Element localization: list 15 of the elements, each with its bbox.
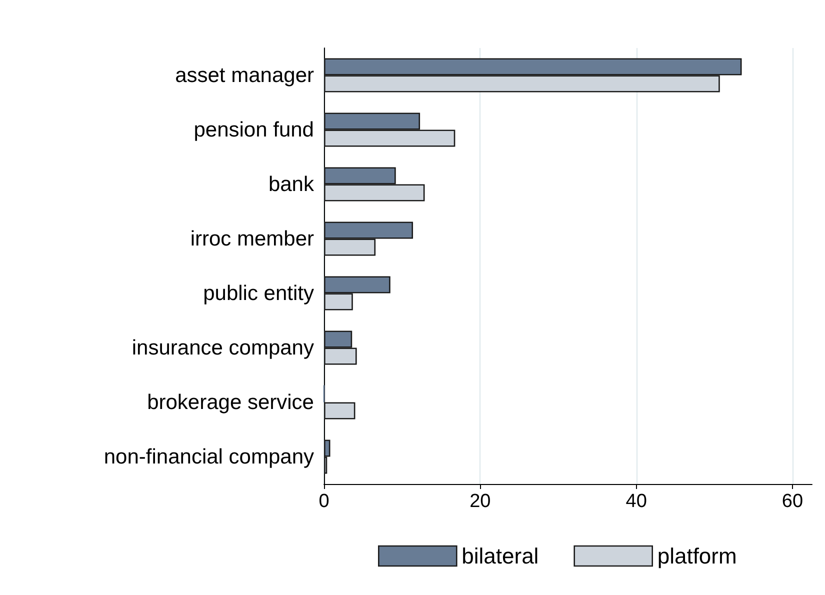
legend-label: platform [657, 544, 737, 568]
y-tick-label: bank [268, 172, 314, 196]
y-tick-label: insurance company [132, 336, 314, 360]
x-tick-label: 60 [782, 491, 804, 512]
y-tick-label: public entity [203, 282, 314, 305]
y-tick-label: non-financial company [104, 445, 314, 468]
x-tick-label: 20 [470, 491, 491, 512]
y-tick-label: asset manager [175, 64, 314, 87]
bar [324, 402, 356, 420]
legend-label: bilateral [462, 544, 539, 568]
y-tick-label: irroc member [190, 227, 314, 250]
y-tick-label: brokerage service [147, 390, 314, 414]
x-tick-label: 0 [318, 491, 330, 512]
y-tick-label: pension fund [194, 118, 314, 142]
x-tick-label: 40 [626, 491, 647, 512]
